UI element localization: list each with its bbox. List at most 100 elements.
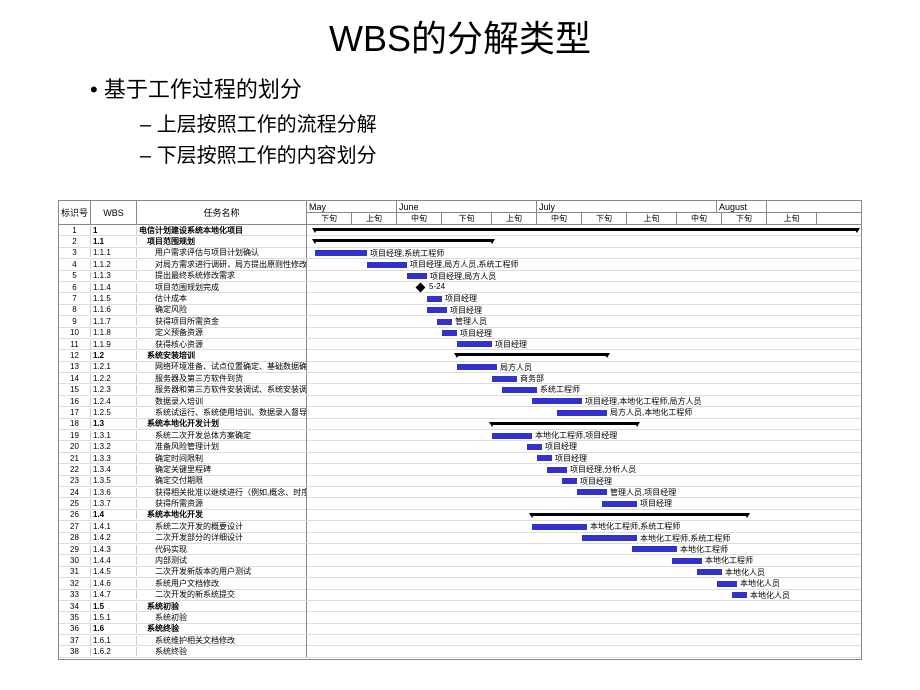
row-timeline	[307, 350, 861, 360]
task-bar	[457, 364, 497, 370]
row-wbs: 1.4.6	[91, 579, 137, 588]
row-task-name: 系统用户文档修改	[137, 578, 307, 589]
row-task-name: 项目范围规划完成	[137, 282, 307, 293]
row-id: 1	[59, 226, 91, 235]
bar-label: 本地化工程师,系统工程师	[590, 521, 680, 532]
task-bar	[562, 478, 577, 484]
row-wbs: 1.1.8	[91, 328, 137, 337]
row-wbs: 1.3.7	[91, 499, 137, 508]
row-id: 7	[59, 294, 91, 303]
sub-period: 下旬	[722, 213, 767, 224]
row-timeline: 项目经理	[307, 305, 861, 315]
gantt-body: 11电信计划建设系统本地化项目21.1项目范围规划31.1.1用户需求评估与项目…	[59, 225, 861, 658]
row-task-name: 确定时间限制	[137, 453, 307, 464]
gantt-row: 361.6系统终验	[59, 624, 861, 635]
row-task-name: 系统初验	[137, 601, 307, 612]
row-wbs: 1.1.9	[91, 340, 137, 349]
row-task-name: 确定交付期限	[137, 475, 307, 486]
task-bar	[537, 455, 552, 461]
gantt-row: 21.1项目范围规划	[59, 236, 861, 247]
bar-label: 系统工程师	[540, 384, 580, 395]
row-timeline: 项目经理,局方人员	[307, 271, 861, 281]
row-task-name: 系统安装培训	[137, 350, 307, 361]
gantt-row: 151.2.3服务器和第三方软件安装调试、系统安装调试系统工程师	[59, 384, 861, 395]
month-header: August	[717, 201, 767, 212]
row-id: 28	[59, 533, 91, 542]
row-task-name: 二次开发新版本的用户测试	[137, 566, 307, 577]
sub-period: 下旬	[582, 213, 627, 224]
row-wbs: 1.2.5	[91, 408, 137, 417]
summary-bar	[315, 239, 492, 242]
row-task-name: 系统试运行、系统使用培训、数据录入督导。	[137, 407, 307, 418]
row-task-name: 系统终验	[137, 646, 307, 657]
sub-period: 中旬	[397, 213, 442, 224]
row-id: 27	[59, 522, 91, 531]
row-wbs: 1.1.3	[91, 271, 137, 280]
bar-label: 项目经理	[450, 305, 482, 316]
bullet-list: 基于工作过程的划分 上层按照工作的流程分解 下层按照工作的内容划分	[90, 72, 920, 168]
row-id: 9	[59, 317, 91, 326]
gantt-row: 11电信计划建设系统本地化项目	[59, 225, 861, 236]
row-task-name: 获得相关批准以继续进行（例如,概念、时序表和预算	[137, 487, 307, 498]
sub-period: 上旬	[492, 213, 537, 224]
row-wbs: 1.4.1	[91, 522, 137, 531]
gantt-row: 101.1.8定义预备资源项目经理	[59, 328, 861, 339]
row-wbs: 1.3.2	[91, 442, 137, 451]
sub-period: 下旬	[307, 213, 352, 224]
task-bar	[437, 319, 452, 325]
row-timeline	[307, 646, 861, 656]
row-task-name: 服务器及第三方软件到货	[137, 373, 307, 384]
bar-label: 本地化工程师	[705, 555, 753, 566]
bar-label: 项目经理	[545, 441, 577, 452]
gantt-row: 31.1.1用户需求评估与项目计划确认项目经理,系统工程师	[59, 248, 861, 259]
header-wbs: WBS	[91, 201, 137, 224]
row-wbs: 1.2.4	[91, 397, 137, 406]
row-wbs: 1.3.5	[91, 476, 137, 485]
gantt-row: 171.2.5系统试运行、系统使用培训、数据录入督导。局方人员,本地化工程师	[59, 407, 861, 418]
row-timeline: 本地化工程师,项目经理	[307, 430, 861, 440]
task-bar	[672, 558, 702, 564]
bar-label: 局方人员,本地化工程师	[610, 407, 692, 418]
row-timeline: 本地化工程师,系统工程师	[307, 521, 861, 531]
bar-label: 项目经理	[445, 293, 477, 304]
row-wbs: 1.4.7	[91, 590, 137, 599]
task-bar	[367, 262, 407, 268]
row-id: 15	[59, 385, 91, 394]
gantt-row: 71.1.5估计成本项目经理	[59, 293, 861, 304]
row-timeline: 本地化人员	[307, 567, 861, 577]
sub-period: 上旬	[352, 213, 397, 224]
row-timeline	[307, 635, 861, 645]
row-task-name: 数据录入培训	[137, 396, 307, 407]
row-task-name: 内部测试	[137, 555, 307, 566]
gantt-row: 371.6.1系统维护相关文档修改	[59, 635, 861, 646]
row-timeline: 本地化人员	[307, 578, 861, 588]
gantt-row: 51.1.3提出最终系统修改需求项目经理,局方人员	[59, 271, 861, 282]
header-name: 任务名称	[137, 201, 307, 224]
row-task-name: 准备风险管理计划	[137, 441, 307, 452]
row-timeline: 本地化人员	[307, 590, 861, 600]
sub-period: 上旬	[627, 213, 677, 224]
sub-period: 上旬	[767, 213, 817, 224]
row-id: 10	[59, 328, 91, 337]
row-timeline: 项目经理,系统工程师	[307, 248, 861, 258]
bar-label: 局方人员	[500, 362, 532, 373]
row-timeline	[307, 225, 861, 235]
summary-bar	[532, 513, 747, 516]
row-id: 11	[59, 340, 91, 349]
row-id: 29	[59, 545, 91, 554]
row-id: 30	[59, 556, 91, 565]
gantt-row: 311.4.5二次开发新版本的用户测试本地化人员	[59, 567, 861, 578]
task-bar	[442, 330, 457, 336]
bullet-level2-b: 下层按照工作的内容划分	[140, 139, 920, 168]
row-task-name: 系统本地化开发计划	[137, 418, 307, 429]
task-bar	[492, 376, 517, 382]
milestone-icon	[416, 283, 426, 293]
row-timeline: 管理人员,项目经理	[307, 487, 861, 497]
gantt-row: 211.3.3确定时间限制项目经理	[59, 453, 861, 464]
row-wbs: 1.6.2	[91, 647, 137, 656]
gantt-row: 331.4.7二次开发的新系统提交本地化人员	[59, 590, 861, 601]
row-timeline: 项目经理,本地化工程师,局方人员	[307, 396, 861, 406]
row-wbs: 1	[91, 226, 137, 235]
task-bar	[407, 273, 427, 279]
task-bar	[717, 581, 737, 587]
